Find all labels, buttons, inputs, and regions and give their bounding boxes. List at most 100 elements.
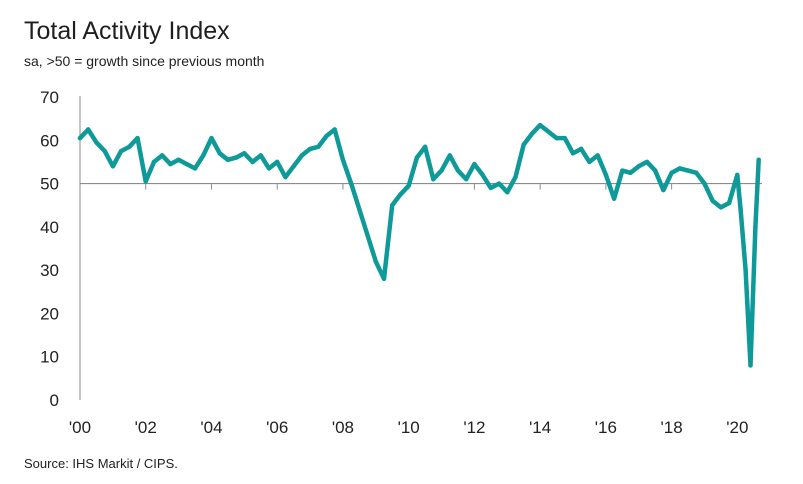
data-point [620, 168, 625, 173]
data-point [184, 161, 190, 167]
chart-subtitle: sa, >50 = growth since previous month [24, 53, 265, 69]
data-point [217, 151, 222, 156]
data-point [505, 190, 510, 195]
x-tick-label-2012: '12 [463, 418, 485, 437]
y-tick-label-30: 30 [40, 261, 59, 280]
data-point [587, 159, 592, 165]
data-point [431, 177, 436, 182]
data-point [710, 198, 715, 204]
data-point [168, 161, 173, 167]
data-point [398, 192, 403, 197]
data-point [472, 161, 477, 167]
data-point [753, 224, 758, 230]
data-point [661, 187, 666, 193]
data-point [628, 170, 633, 175]
y-tick-label-60: 60 [40, 131, 59, 150]
data-point [77, 135, 83, 141]
y-tick-label-70: 70 [40, 88, 59, 107]
data-points [77, 122, 761, 368]
data-point [738, 207, 743, 212]
data-point [381, 276, 387, 281]
series-line [77, 122, 761, 368]
data-point [225, 157, 231, 162]
data-point [373, 259, 379, 264]
data-point [266, 166, 272, 171]
data-point [332, 127, 337, 132]
data-point [652, 168, 658, 173]
data-point [348, 181, 354, 186]
data-point [735, 172, 740, 178]
data-point [595, 153, 600, 158]
data-point [726, 200, 732, 206]
data-point [299, 153, 305, 158]
data-point [127, 144, 132, 149]
data-point [529, 131, 535, 136]
data-point [357, 207, 362, 212]
data-point [447, 153, 452, 158]
data-point [316, 144, 321, 149]
data-point [669, 170, 674, 175]
chart-title: Total Activity Index [24, 17, 230, 45]
data-point [102, 148, 107, 154]
data-point [233, 155, 239, 160]
data-point [258, 153, 263, 158]
x-tick-label-2000: '00 [69, 418, 91, 437]
data-point [250, 159, 255, 165]
data-point [748, 363, 753, 368]
data-point [636, 164, 641, 169]
data-point [94, 140, 99, 145]
data-point [644, 159, 650, 165]
data-point [151, 159, 157, 165]
x-tick-label-2018: '18 [661, 418, 683, 437]
data-point [677, 166, 683, 171]
data-point [365, 233, 370, 238]
data-point [537, 122, 543, 128]
data-point [414, 155, 420, 160]
data-point [324, 133, 329, 139]
x-axis-ticks: '00 '02 '04 '06 '08 '10 '12 '14 '16 '18 '20 [69, 183, 748, 437]
data-point [192, 166, 198, 171]
data-point [480, 172, 485, 178]
data-point [694, 170, 699, 175]
data-point [159, 153, 165, 158]
data-point [439, 168, 444, 173]
data-point [685, 168, 691, 173]
data-point [756, 157, 761, 162]
x-tick-label-2008: '08 [332, 418, 354, 437]
data-point [275, 159, 280, 165]
data-point [546, 129, 551, 134]
data-point [463, 177, 469, 182]
x-tick-label-2014: '14 [529, 418, 551, 437]
data-point [718, 205, 724, 210]
data-point [570, 151, 576, 156]
source-note: Source: IHS Markit / CIPS. [24, 456, 178, 471]
data-point [562, 135, 567, 141]
data-point [143, 179, 148, 184]
data-point [307, 146, 313, 152]
x-tick-label-2010: '10 [398, 418, 420, 437]
data-point [554, 135, 559, 141]
y-tick-label-40: 40 [40, 218, 59, 237]
y-tick-label-10: 10 [40, 348, 59, 367]
x-tick-label-2020: '20 [726, 418, 748, 437]
data-point [743, 267, 748, 273]
data-point [283, 174, 288, 180]
data-point [603, 172, 609, 178]
data-point [579, 146, 584, 152]
data-point [521, 142, 526, 147]
y-axis-ticks: 0 10 20 30 40 50 60 70 [40, 88, 59, 410]
data-point [110, 164, 116, 169]
data-point [422, 144, 428, 149]
data-point [496, 181, 502, 186]
data-point [488, 185, 494, 191]
data-point [201, 153, 206, 158]
x-tick-label-2004: '04 [200, 418, 222, 437]
data-point [176, 157, 181, 162]
data-point [118, 148, 124, 154]
data-point [209, 135, 214, 141]
data-point [291, 164, 296, 169]
data-point [611, 196, 617, 201]
data-point [242, 151, 247, 156]
x-tick-label-2002: '02 [135, 418, 157, 437]
